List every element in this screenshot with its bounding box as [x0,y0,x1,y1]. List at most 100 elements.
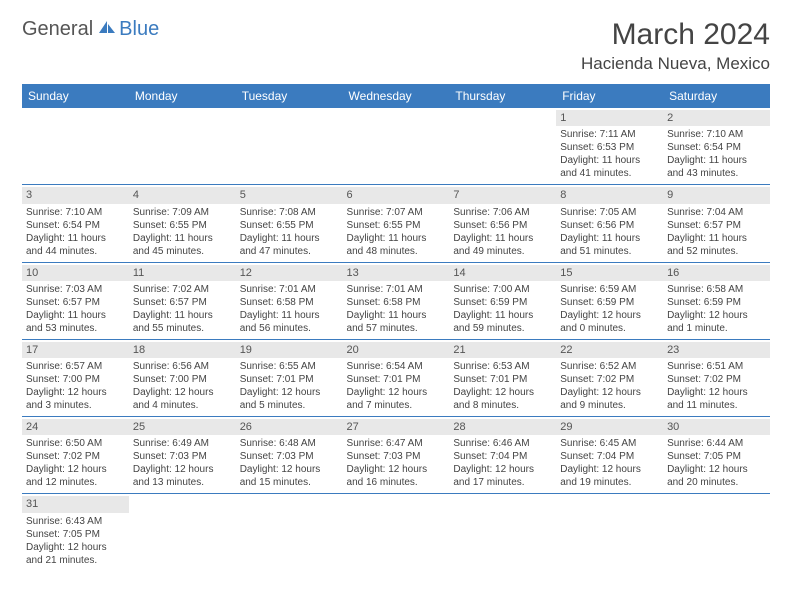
header: General Blue March 2024 Hacienda Nueva, … [22,18,770,74]
sunrise-text: Sunrise: 6:45 AM [560,437,659,450]
day2-text: and 41 minutes. [560,167,659,180]
calendar-day-cell: 24Sunrise: 6:50 AMSunset: 7:02 PMDayligh… [22,417,129,494]
day2-text: and 56 minutes. [240,322,339,335]
day2-text: and 59 minutes. [453,322,552,335]
logo-text-general: General [22,18,93,41]
day1-text: Daylight: 11 hours [240,232,339,245]
weekday-header: Sunday [22,84,129,108]
calendar-day-cell: 10Sunrise: 7:03 AMSunset: 6:57 PMDayligh… [22,262,129,339]
calendar-day-cell: 6Sunrise: 7:07 AMSunset: 6:55 PMDaylight… [343,185,450,262]
day2-text: and 48 minutes. [347,245,446,258]
day-number: 23 [663,342,770,358]
sunset-text: Sunset: 6:55 PM [133,219,232,232]
sunset-text: Sunset: 6:59 PM [453,296,552,309]
sunset-text: Sunset: 6:56 PM [453,219,552,232]
day-number: 24 [22,419,129,435]
day-number: 28 [449,419,556,435]
calendar-day-cell: 13 Sunrise: 7:01 AMSunset: 6:58 PMDayligh… [343,262,450,339]
sunrise-text: Sunrise: 6:52 AM [560,360,659,373]
sunset-text: Sunset: 6:54 PM [26,219,125,232]
day-number: 26 [236,419,343,435]
day1-text: Daylight: 12 hours [26,386,125,399]
day1-text: Daylight: 12 hours [667,463,766,476]
sunset-text: Sunset: 7:05 PM [26,528,125,541]
sunrise-text: Sunrise: 6:48 AM [240,437,339,450]
sunset-text: Sunset: 7:02 PM [560,373,659,386]
day2-text: and 21 minutes. [26,554,125,567]
calendar-day-cell: 19Sunrise: 6:55 AMSunset: 7:01 PMDayligh… [236,339,343,416]
calendar-day-cell: 21Sunrise: 6:53 AMSunset: 7:01 PMDayligh… [449,339,556,416]
sunrise-text: Sunrise: 7:11 AM [560,128,659,141]
day1-text: Daylight: 11 hours [26,309,125,322]
day-number: 8 [556,187,663,203]
calendar-day-cell [236,494,343,571]
calendar-day-cell: 7Sunrise: 7:06 AMSunset: 6:56 PMDaylight… [449,185,556,262]
sunrise-text: Sunrise: 7:10 AM [667,128,766,141]
sunset-text: Sunset: 7:03 PM [133,450,232,463]
calendar-week-row: 31Sunrise: 6:43 AMSunset: 7:05 PMDayligh… [22,494,770,571]
day2-text: and 7 minutes. [347,399,446,412]
sunrise-text: Sunrise: 7:02 AM [133,283,232,296]
day1-text: Daylight: 11 hours [667,232,766,245]
sunrise-text: Sunrise: 6:58 AM [667,283,766,296]
day1-text: Daylight: 12 hours [26,463,125,476]
sunrise-text: Sunrise: 7:05 AM [560,206,659,219]
sunrise-text: Sunrise: 6:43 AM [26,515,125,528]
day2-text: and 53 minutes. [26,322,125,335]
day2-text: and 19 minutes. [560,476,659,489]
day2-text: and 55 minutes. [133,322,232,335]
sunset-text: Sunset: 7:01 PM [453,373,552,386]
calendar-day-cell [343,108,450,185]
day-number: 1 [556,110,663,126]
day1-text: Daylight: 12 hours [347,463,446,476]
calendar-day-cell [556,494,663,571]
day1-text: Daylight: 12 hours [560,386,659,399]
day-number: 9 [663,187,770,203]
calendar-day-cell: 2Sunrise: 7:10 AMSunset: 6:54 PMDaylight… [663,108,770,185]
sunrise-text: Sunrise: 7:00 AM [453,283,552,296]
sunrise-text: Sunrise: 6:59 AM [560,283,659,296]
sail-icon [97,18,117,41]
sunrise-text: Sunrise: 6:51 AM [667,360,766,373]
title-block: March 2024 Hacienda Nueva, Mexico [581,18,770,74]
day-number: 3 [22,187,129,203]
day1-text: Daylight: 11 hours [240,309,339,322]
logo: General Blue [22,18,159,41]
calendar-day-cell: 9Sunrise: 7:04 AMSunset: 6:57 PMDaylight… [663,185,770,262]
sunset-text: Sunset: 6:55 PM [347,219,446,232]
sunrise-text: Sunrise: 7:09 AM [133,206,232,219]
logo-text-blue: Blue [119,18,159,41]
calendar-day-cell: 1Sunrise: 7:11 AMSunset: 6:53 PMDaylight… [556,108,663,185]
day1-text: Daylight: 11 hours [347,309,446,322]
weekday-header: Tuesday [236,84,343,108]
day1-text: Daylight: 11 hours [133,232,232,245]
sunrise-text: Sunrise: 6:56 AM [133,360,232,373]
day2-text: and 13 minutes. [133,476,232,489]
sunrise-text: Sunrise: 6:53 AM [453,360,552,373]
sunset-text: Sunset: 6:58 PM [240,296,339,309]
calendar-day-cell: 8Sunrise: 7:05 AMSunset: 6:56 PMDaylight… [556,185,663,262]
day-number: 13 [343,265,450,281]
weekday-header: Wednesday [343,84,450,108]
sunset-text: Sunset: 6:58 PM [347,296,446,309]
calendar-day-cell: 31Sunrise: 6:43 AMSunset: 7:05 PMDayligh… [22,494,129,571]
sunset-text: Sunset: 6:59 PM [560,296,659,309]
calendar-day-cell: 27Sunrise: 6:47 AMSunset: 7:03 PMDayligh… [343,417,450,494]
sunrise-text: Sunrise: 6:49 AM [133,437,232,450]
day-number: 22 [556,342,663,358]
calendar-day-cell [343,494,450,571]
weekday-header: Thursday [449,84,556,108]
day1-text: Daylight: 11 hours [667,154,766,167]
day-number: 16 [663,265,770,281]
day-number: 30 [663,419,770,435]
day2-text: and 16 minutes. [347,476,446,489]
day1-text: Daylight: 12 hours [240,386,339,399]
day2-text: and 9 minutes. [560,399,659,412]
sunset-text: Sunset: 7:00 PM [26,373,125,386]
day2-text: and 4 minutes. [133,399,232,412]
sunrise-text: Sunrise: 6:55 AM [240,360,339,373]
day2-text: and 11 minutes. [667,399,766,412]
sunrise-text: Sunrise: 7:01 AM [347,283,446,296]
calendar-day-cell: 16Sunrise: 6:58 AMSunset: 6:59 PMDayligh… [663,262,770,339]
day1-text: Daylight: 11 hours [560,154,659,167]
